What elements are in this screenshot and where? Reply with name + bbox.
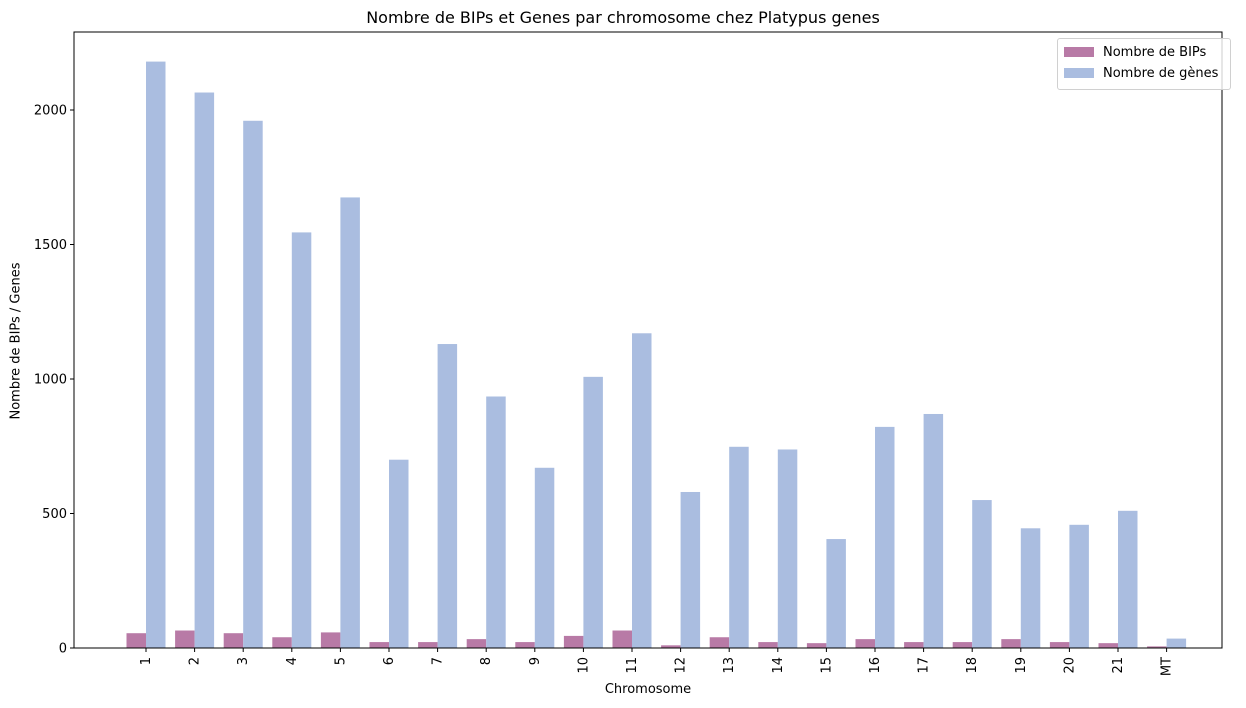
bar-genes-8	[486, 396, 506, 648]
x-tick-label-21: 21	[1111, 657, 1126, 674]
bars-layer	[126, 61, 1187, 649]
bar-bips-17	[904, 642, 924, 648]
x-tick-label-9: 9	[528, 657, 543, 665]
plot-frame	[73, 31, 1223, 649]
bar-genes-7	[437, 344, 458, 648]
y-tick-label-2000: 2000	[34, 104, 67, 119]
bar-bips-5	[320, 632, 341, 648]
bar-genes-10	[583, 376, 603, 648]
y-tick-label-500: 500	[42, 507, 67, 522]
bar-genes-20	[1069, 524, 1089, 648]
bar-bips-2	[175, 630, 195, 648]
x-tick-label-1: 1	[139, 657, 154, 665]
x-tick-label-8: 8	[479, 657, 494, 665]
y-tick-label-1500: 1500	[34, 238, 67, 253]
y-tick-label-1000: 1000	[34, 373, 67, 388]
x-tick-label-15: 15	[819, 657, 834, 674]
bar-bips-1	[126, 633, 146, 648]
bar-genes-5	[340, 197, 360, 648]
bar-bips-7	[418, 642, 438, 648]
bar-genes-19	[1020, 528, 1041, 648]
axes-layer: 1 2 3 4 5 6 7 8 9 10 11 12 13 14 15 16 17 18 19 20 21 MT05001…	[34, 31, 1223, 676]
x-axis-label: Chromosome	[604, 682, 692, 697]
x-tick-label-17: 17	[917, 657, 932, 674]
bar-genes-11	[632, 333, 652, 648]
bar-bips-11	[612, 630, 632, 648]
legend-label-bips: Nombre de BIPs	[1103, 44, 1207, 60]
bar-genes-1	[146, 61, 166, 648]
bar-genes-4	[291, 232, 312, 649]
bar-bips-21	[1098, 643, 1118, 648]
bar-bips-18	[952, 642, 973, 648]
y-axis-label: Nombre de BIPs / Genes	[8, 262, 24, 420]
bar-bips-9	[515, 642, 535, 648]
bar-bips-19	[1001, 639, 1021, 648]
bar-bips-MT	[1147, 646, 1167, 648]
x-tick-label-11: 11	[625, 657, 640, 674]
x-tick-label-MT: MT	[1160, 657, 1175, 676]
x-tick-label-10: 10	[576, 657, 591, 674]
x-tick-label-3: 3	[236, 657, 251, 665]
x-tick-label-19: 19	[1014, 657, 1029, 674]
bar-genes-6	[389, 459, 409, 648]
x-tick-label-12: 12	[674, 657, 689, 674]
x-tick-label-6: 6	[382, 657, 397, 665]
legend-swatch-bips	[1064, 47, 1094, 57]
bar-genes-13	[729, 446, 749, 648]
bar-bips-16	[855, 639, 875, 648]
bar-genes-3	[243, 120, 263, 649]
bar-bips-13	[709, 637, 730, 648]
legend-item-genes: Nombre de gènes	[1064, 64, 1218, 82]
chart-title: Nombre de BIPs et Genes par chromosome c…	[366, 8, 880, 27]
bar-genes-12	[680, 491, 701, 648]
y-tick-label-0: 0	[59, 642, 67, 657]
bar-genes-16	[875, 426, 895, 648]
bar-genes-18	[972, 500, 992, 648]
x-tick-label-18: 18	[965, 657, 980, 674]
bar-genes-21	[1118, 510, 1138, 648]
legend-item-bips: Nombre de BIPs	[1064, 43, 1206, 61]
bar-genes-15	[826, 539, 846, 648]
legend-label-genes: Nombre de gènes	[1103, 65, 1219, 81]
x-tick-label-5: 5	[333, 657, 348, 665]
x-tick-label-7: 7	[431, 657, 446, 665]
bar-bips-6	[369, 642, 389, 648]
bar-bips-3	[223, 633, 244, 648]
x-tick-label-20: 20	[1062, 657, 1077, 674]
chart-legend: Nombre de BIPs Nombre de gènes	[1057, 38, 1231, 90]
bar-bips-8	[466, 639, 487, 648]
x-tick-label-4: 4	[285, 657, 300, 665]
bar-bips-20	[1049, 642, 1070, 648]
bar-bips-14	[758, 642, 778, 648]
bar-genes-2	[194, 92, 215, 648]
bar-genes-14	[777, 449, 798, 648]
x-tick-label-14: 14	[771, 657, 786, 674]
legend-swatch-genes	[1064, 68, 1094, 78]
bar-genes-MT	[1166, 638, 1187, 648]
bar-bips-10	[563, 635, 584, 648]
bar-bips-4	[272, 637, 292, 648]
bar-bips-12	[661, 645, 681, 648]
bar-genes-9	[534, 467, 555, 648]
bar-genes-17	[923, 413, 944, 648]
bar-bips-15	[806, 643, 827, 648]
x-tick-label-13: 13	[722, 657, 737, 674]
x-tick-label-2: 2	[188, 657, 203, 665]
x-tick-label-16: 16	[868, 657, 883, 674]
